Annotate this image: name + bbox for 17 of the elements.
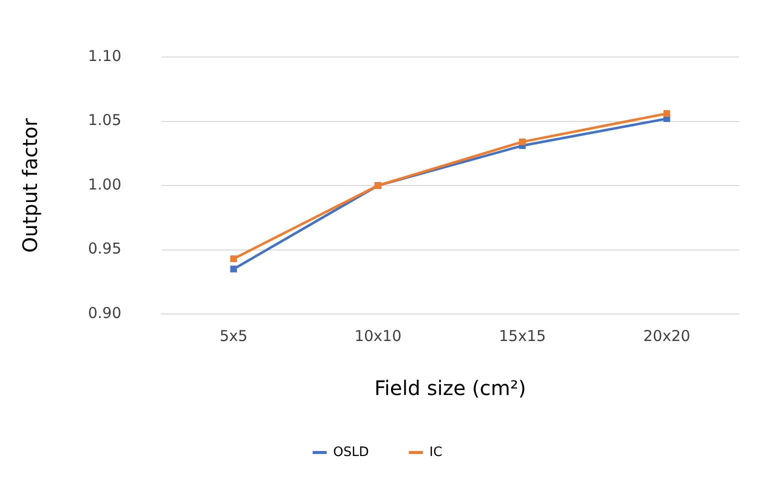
y-tick-label: 1.05 <box>88 111 122 130</box>
x-axis-title: Field size (cm²) <box>374 376 526 400</box>
legend-label: OSLD <box>333 444 369 460</box>
point <box>230 266 237 272</box>
y-axis-title: Output factor <box>18 118 42 253</box>
x-tick-label: 15x15 <box>498 326 546 345</box>
point <box>663 110 670 117</box>
y-tick-label: 1.10 <box>88 46 122 65</box>
x-tick-label: 10x10 <box>354 326 402 345</box>
x-tick-label: 20x20 <box>643 326 690 345</box>
point <box>519 138 526 146</box>
point <box>230 255 237 262</box>
legend-label: IC <box>429 444 442 460</box>
y-tick-label: 0.90 <box>88 304 122 322</box>
y-tick-label: 1.00 <box>88 175 122 194</box>
x-tick-label: 5x5 <box>220 326 248 345</box>
y-tick-label: 0.95 <box>88 240 122 258</box>
